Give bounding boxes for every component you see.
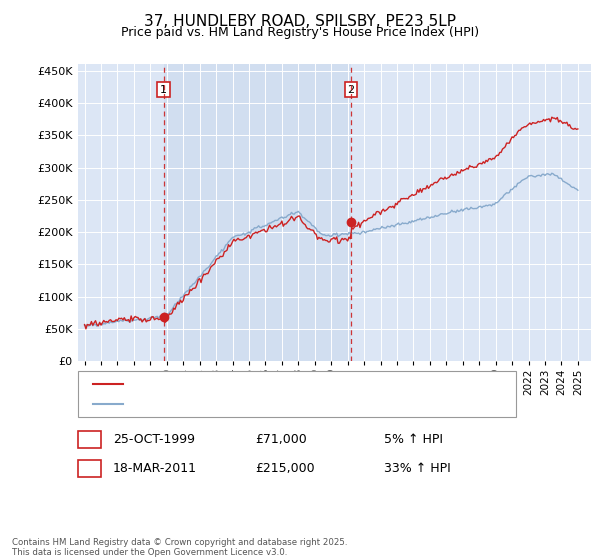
- Text: 37, HUNDLEBY ROAD, SPILSBY, PE23 5LP (detached house): 37, HUNDLEBY ROAD, SPILSBY, PE23 5LP (de…: [132, 379, 455, 389]
- Text: 2: 2: [85, 462, 94, 475]
- Text: 2: 2: [347, 85, 355, 95]
- Text: 33% ↑ HPI: 33% ↑ HPI: [384, 462, 451, 475]
- Text: Price paid vs. HM Land Registry's House Price Index (HPI): Price paid vs. HM Land Registry's House …: [121, 26, 479, 39]
- Text: 1: 1: [160, 85, 167, 95]
- Text: 18-MAR-2011: 18-MAR-2011: [113, 462, 197, 475]
- Text: 25-OCT-1999: 25-OCT-1999: [113, 433, 195, 446]
- Bar: [163, 64, 351, 361]
- Text: 37, HUNDLEBY ROAD, SPILSBY, PE23 5LP: 37, HUNDLEBY ROAD, SPILSBY, PE23 5LP: [144, 14, 456, 29]
- Text: 1: 1: [85, 433, 94, 446]
- Text: HPI: Average price, detached house, East Lindsey: HPI: Average price, detached house, East…: [132, 399, 403, 409]
- Text: £71,000: £71,000: [255, 433, 307, 446]
- Text: 5% ↑ HPI: 5% ↑ HPI: [384, 433, 443, 446]
- Text: Contains HM Land Registry data © Crown copyright and database right 2025.
This d: Contains HM Land Registry data © Crown c…: [12, 538, 347, 557]
- Text: £215,000: £215,000: [255, 462, 314, 475]
